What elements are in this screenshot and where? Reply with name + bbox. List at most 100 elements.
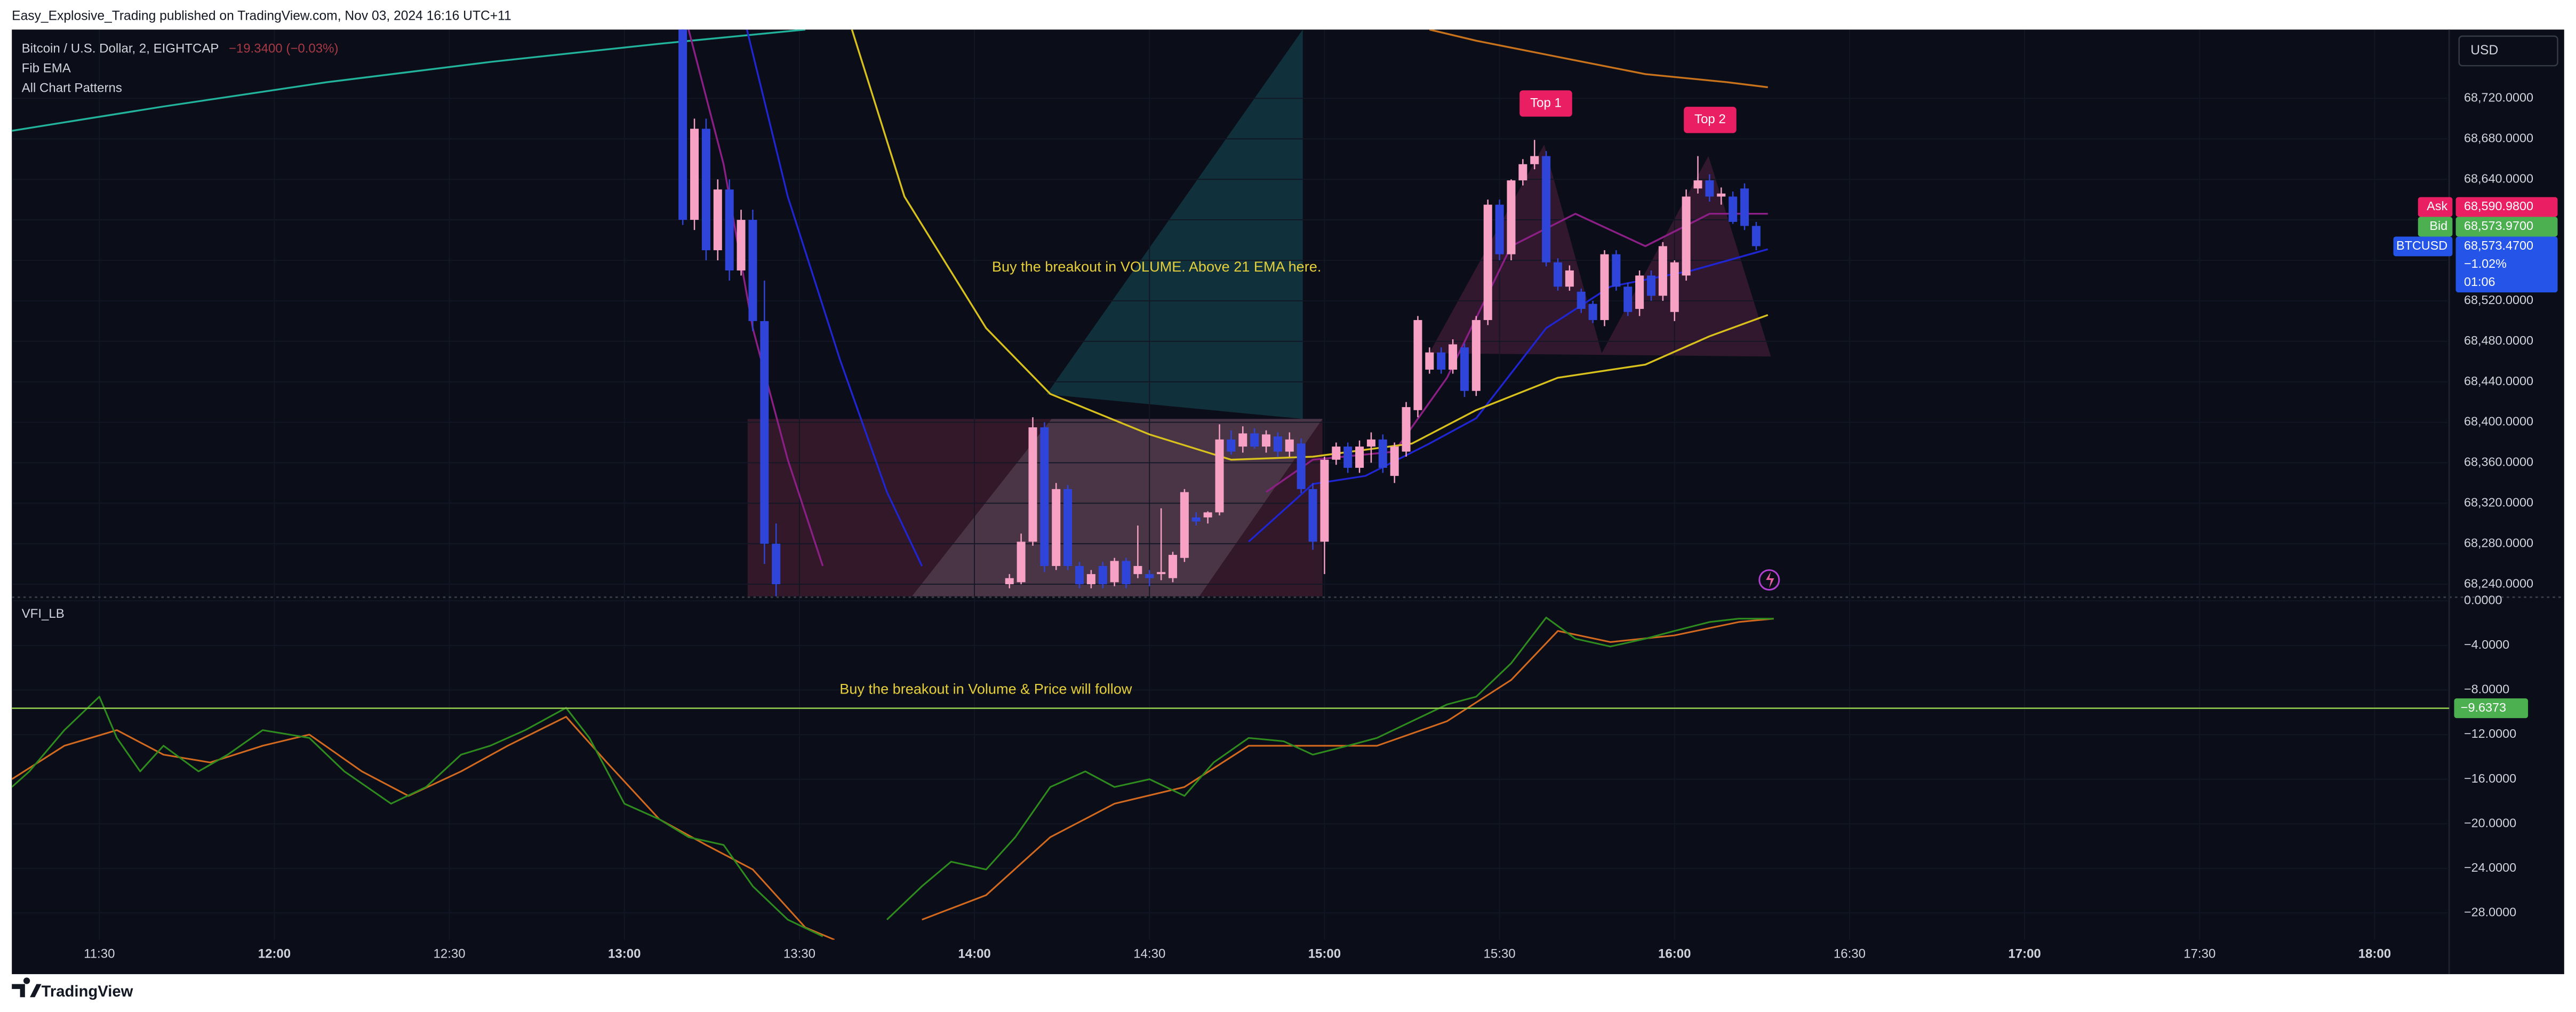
price-tag-name: Ask [2427, 199, 2447, 213]
candle-body [1495, 204, 1504, 254]
candle-body [1658, 246, 1667, 296]
currency-label: USD [2470, 43, 2498, 58]
y-tick-label: −24.0000 [2464, 860, 2516, 874]
x-tick-label: 13:30 [783, 947, 815, 961]
brand: TradingView [42, 983, 133, 1000]
candle-body [1308, 489, 1317, 542]
price-tag-box [2455, 197, 2558, 217]
candle-body [1425, 352, 1434, 370]
y-tick-label: 68,440.0000 [2464, 374, 2533, 388]
candle-body [1133, 565, 1142, 575]
candle-body [1028, 427, 1037, 542]
candle-body [772, 544, 781, 585]
candle-body [1577, 291, 1586, 309]
candle-body [1215, 439, 1224, 513]
alert-icon[interactable] [1758, 569, 1780, 591]
annotation: Buy the breakout in VOLUME. Above 21 EMA… [992, 258, 1321, 275]
candle-body [1320, 459, 1329, 542]
vfi-line [12, 617, 1774, 937]
top-label-box [1684, 107, 1737, 133]
candle-body [1402, 407, 1411, 452]
candle-body [1647, 275, 1656, 296]
candle-body [1343, 447, 1353, 468]
alert-bolt [1766, 571, 1774, 588]
y-tick-label: 68,240.0000 [2464, 576, 2533, 590]
y-tick-label: 68,400.0000 [2464, 415, 2533, 428]
price-tag-name: Bid [2429, 219, 2447, 233]
price-tag-name-box [2418, 197, 2453, 217]
candle-body [1005, 578, 1014, 585]
y-tick-label: −20.0000 [2464, 816, 2516, 830]
symbol: Bitcoin / U.S. Dollar, 2, EIGHTCAP [22, 42, 219, 56]
candle-body [1145, 574, 1154, 578]
x-tick-label: 12:30 [434, 947, 466, 961]
pattern-triangle [1046, 29, 1303, 419]
x-tick-label: 13:00 [608, 947, 641, 961]
footer-bar [0, 974, 2576, 1012]
reference-tag: −9.6373 [2461, 700, 2506, 714]
vfi-line [12, 618, 1774, 940]
price-tag-box [2455, 217, 2558, 237]
x-tick-label: 18:00 [2358, 947, 2391, 961]
y-tick-label: 68,640.0000 [2464, 171, 2533, 185]
candle-body [1052, 489, 1061, 566]
candle-body [1413, 320, 1422, 410]
x-tick-label: 16:30 [1834, 947, 1866, 961]
candle-body [1670, 262, 1679, 312]
candle-body [1530, 156, 1539, 164]
candle-body [1238, 433, 1247, 447]
candle-body [1471, 320, 1481, 391]
top-label: Top 1 [1530, 95, 1562, 110]
candle-body [1740, 188, 1749, 226]
candle-body [1086, 574, 1095, 585]
candle-body [1460, 347, 1469, 391]
legend-symbol: Bitcoin / U.S. Dollar, 2, EIGHTCAP −19.34… [22, 42, 339, 56]
y-tick-label: 0.0000 [2464, 593, 2502, 607]
y-tick-label: −4.0000 [2464, 638, 2509, 651]
price-tag-name: BTCUSD [2396, 238, 2447, 252]
top-label: Top 2 [1694, 112, 1726, 126]
candle-body [1518, 164, 1527, 181]
candle-body [1227, 439, 1236, 452]
candle-body [678, 29, 687, 220]
price-tag-value: 68,573.9700 [2464, 219, 2533, 233]
candle-body [1729, 196, 1738, 222]
candle-body [1122, 561, 1131, 585]
candle-body [1250, 433, 1259, 447]
candle-body [1507, 180, 1516, 254]
candle-body [701, 129, 710, 251]
x-tick-label: 11:30 [84, 947, 115, 961]
x-tick-label: 14:30 [1133, 947, 1165, 961]
candle-body [1262, 434, 1271, 447]
candle-body [1565, 270, 1574, 287]
candle-body [1063, 489, 1073, 566]
candle-body [1355, 447, 1364, 468]
candle-body [1157, 572, 1166, 575]
indicator-name: Fib EMA [22, 61, 71, 76]
x-tick-label: 17:00 [2008, 947, 2041, 961]
x-tick-label: 17:30 [2183, 947, 2215, 961]
candle-body [1273, 436, 1282, 452]
candle-body [1110, 561, 1119, 583]
candle-body [1751, 226, 1761, 246]
candle-body [1285, 439, 1294, 452]
currency-button[interactable] [2458, 35, 2558, 67]
price-tag-box [2455, 236, 2558, 293]
candle-body [690, 129, 699, 220]
price-tag-detail: −1.02% [2464, 257, 2507, 270]
candle-body [1203, 512, 1212, 517]
y-tick-label: 68,480.0000 [2464, 333, 2533, 347]
y-tick-label: 68,520.0000 [2464, 293, 2533, 307]
candle-body [760, 321, 769, 544]
x-tick-label: 16:00 [1658, 947, 1691, 961]
candle-body [1635, 275, 1644, 309]
candle-body [1017, 541, 1026, 583]
candle-body [1588, 304, 1597, 320]
y-tick-label: −28.0000 [2464, 905, 2516, 919]
y-tick-label: −8.0000 [2464, 682, 2509, 696]
y-tick-label: 68,360.0000 [2464, 455, 2533, 469]
candle-body [1075, 565, 1084, 585]
candle-body [1191, 517, 1201, 522]
